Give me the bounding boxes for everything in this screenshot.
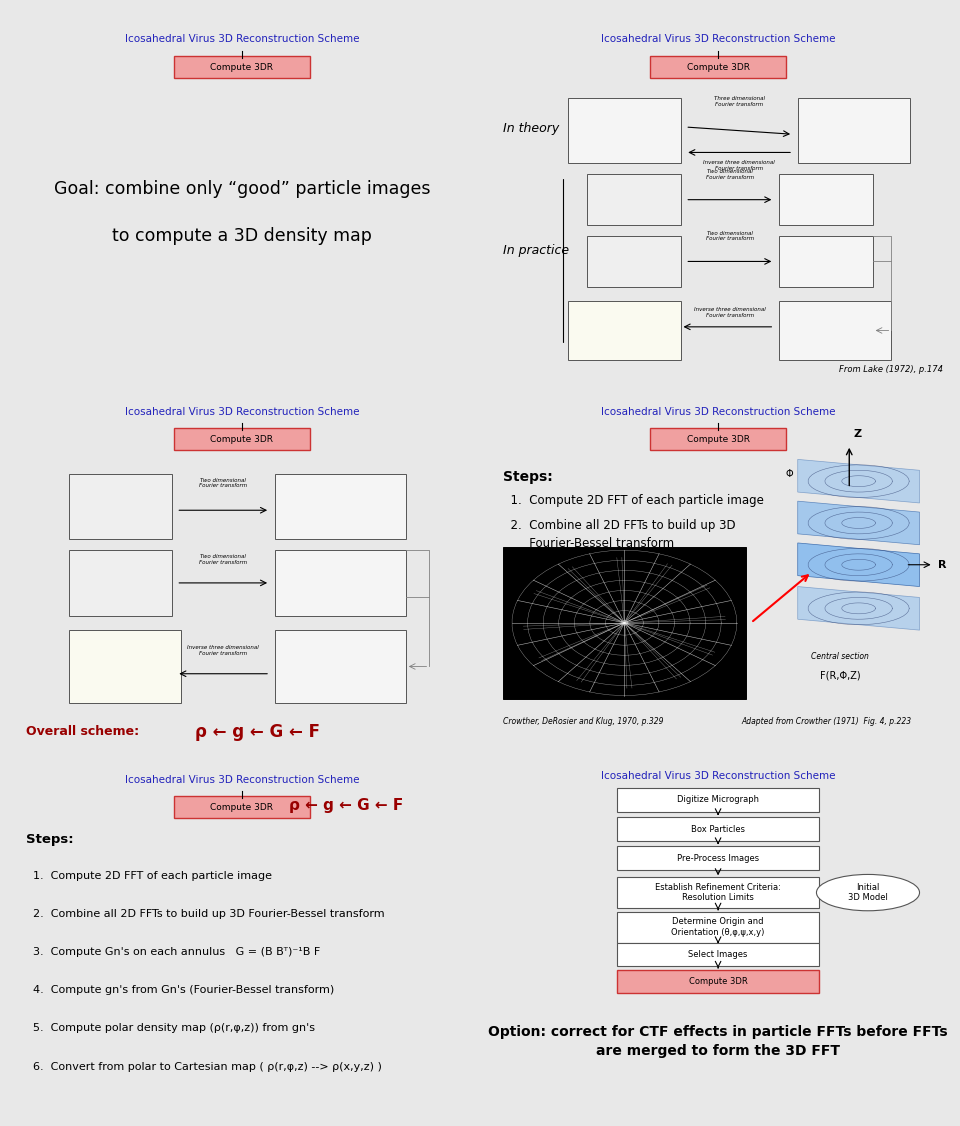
Text: Compute 3DR: Compute 3DR (210, 435, 274, 444)
Text: ρ ← g ← G ← F: ρ ← g ← G ← F (289, 798, 403, 813)
Text: Determine Origin and
Orientation (θ,φ,ψ,x,y): Determine Origin and Orientation (θ,φ,ψ,… (671, 918, 765, 937)
FancyBboxPatch shape (798, 98, 910, 163)
FancyBboxPatch shape (617, 912, 819, 942)
Text: Option: correct for CTF effects in particle FFTs before FFTs
are merged to form : Option: correct for CTF effects in parti… (489, 1026, 948, 1057)
FancyBboxPatch shape (650, 429, 786, 450)
Text: Compute 3DR: Compute 3DR (686, 435, 750, 444)
Text: 3.  Compute Gn's on each annulus   G = (B Bᵀ)⁻¹B F: 3. Compute Gn's on each annulus G = (B B… (27, 947, 321, 957)
Text: R: R (938, 560, 947, 570)
Text: Φ: Φ (785, 468, 793, 479)
FancyBboxPatch shape (174, 56, 310, 78)
Polygon shape (798, 501, 920, 545)
Text: Overall scheme:: Overall scheme: (27, 725, 139, 739)
Text: 6.  Convert from polar to Cartesian map ( ρ(r,φ,z) --> ρ(x,y,z) ): 6. Convert from polar to Cartesian map (… (27, 1062, 382, 1072)
Text: 1.  Compute 2D FFT of each particle image: 1. Compute 2D FFT of each particle image (503, 494, 763, 507)
Text: Inverse three dimensional
Fourier transform: Inverse three dimensional Fourier transf… (187, 645, 259, 655)
Text: Two dimensional
Fourier transform: Two dimensional Fourier transform (199, 554, 248, 565)
Text: Icosahedral Virus 3D Reconstruction Scheme: Icosahedral Virus 3D Reconstruction Sche… (125, 406, 359, 417)
FancyBboxPatch shape (779, 175, 873, 225)
Text: Z: Z (854, 429, 862, 439)
FancyBboxPatch shape (68, 474, 172, 539)
FancyBboxPatch shape (275, 631, 406, 703)
Text: Establish Refinement Criteria:
Resolution Limits: Establish Refinement Criteria: Resolutio… (655, 883, 781, 902)
Text: F(R,Φ,Z): F(R,Φ,Z) (820, 670, 860, 680)
FancyBboxPatch shape (568, 302, 681, 359)
Polygon shape (798, 543, 920, 587)
Text: Compute 3DR: Compute 3DR (210, 803, 274, 812)
FancyBboxPatch shape (779, 302, 892, 359)
Text: Three dimensional
Fourier transform: Three dimensional Fourier transform (713, 96, 765, 107)
Text: Icosahedral Virus 3D Reconstruction Scheme: Icosahedral Virus 3D Reconstruction Sche… (125, 775, 359, 785)
Text: Goal: combine only “good” particle images: Goal: combine only “good” particle image… (54, 180, 430, 198)
FancyBboxPatch shape (617, 877, 819, 908)
Text: Compute 3DR: Compute 3DR (210, 63, 274, 72)
Text: In theory: In theory (503, 123, 559, 135)
FancyBboxPatch shape (174, 796, 310, 819)
Text: 2.  Combine all 2D FFTs to build up 3D Fourier-Bessel transform: 2. Combine all 2D FFTs to build up 3D Fo… (27, 909, 385, 919)
Text: Fourier-Bessel transform: Fourier-Bessel transform (503, 537, 674, 551)
Text: Icosahedral Virus 3D Reconstruction Scheme: Icosahedral Virus 3D Reconstruction Sche… (601, 406, 835, 417)
FancyBboxPatch shape (617, 788, 819, 812)
FancyBboxPatch shape (617, 847, 819, 870)
Text: Compute 3DR: Compute 3DR (688, 977, 748, 986)
FancyBboxPatch shape (275, 474, 406, 539)
Text: Adapted from Crowther (1971)  Fig. 4, p.223: Adapted from Crowther (1971) Fig. 4, p.2… (741, 717, 912, 726)
Text: Steps:: Steps: (503, 471, 552, 484)
Text: Initial
3D Model: Initial 3D Model (848, 883, 888, 902)
Text: 2.  Combine all 2D FFTs to build up 3D: 2. Combine all 2D FFTs to build up 3D (503, 519, 735, 533)
FancyBboxPatch shape (650, 56, 786, 78)
Text: Compute 3DR: Compute 3DR (686, 63, 750, 72)
Text: Two dimensional
Fourier transform: Two dimensional Fourier transform (199, 477, 248, 489)
Text: Crowther, DeRosier and Klug, 1970, p.329: Crowther, DeRosier and Klug, 1970, p.329 (503, 717, 663, 726)
Text: Pre-Process Images: Pre-Process Images (677, 854, 759, 863)
FancyBboxPatch shape (617, 969, 819, 993)
FancyBboxPatch shape (68, 551, 172, 616)
Polygon shape (798, 587, 920, 631)
Text: Two dimensional
Fourier transform: Two dimensional Fourier transform (706, 169, 754, 180)
Text: to compute a 3D density map: to compute a 3D density map (112, 227, 372, 245)
Text: Icosahedral Virus 3D Reconstruction Scheme: Icosahedral Virus 3D Reconstruction Sche… (601, 771, 835, 781)
Text: ρ ← g ← G ← F: ρ ← g ← G ← F (195, 723, 320, 741)
Text: Inverse three dimensional
Fourier transform: Inverse three dimensional Fourier transf… (694, 307, 766, 318)
Text: Digitize Micrograph: Digitize Micrograph (677, 795, 759, 804)
Text: Box Particles: Box Particles (691, 824, 745, 833)
Text: Inverse three dimensional
Fourier transform: Inverse three dimensional Fourier transf… (704, 160, 775, 170)
Text: 1.  Compute 2D FFT of each particle image: 1. Compute 2D FFT of each particle image (27, 870, 273, 881)
Text: Steps:: Steps: (27, 832, 74, 846)
Text: Select Images: Select Images (688, 950, 748, 959)
FancyBboxPatch shape (68, 631, 181, 703)
Text: Icosahedral Virus 3D Reconstruction Scheme: Icosahedral Virus 3D Reconstruction Sche… (601, 35, 835, 44)
Text: In practice: In practice (503, 244, 568, 257)
FancyBboxPatch shape (779, 236, 873, 287)
FancyBboxPatch shape (503, 546, 746, 699)
Text: Central section: Central section (811, 652, 869, 661)
FancyBboxPatch shape (617, 817, 819, 841)
FancyBboxPatch shape (174, 429, 310, 450)
Text: 5.  Compute polar density map (ρ(r,φ,z)) from gn's: 5. Compute polar density map (ρ(r,φ,z)) … (27, 1024, 316, 1034)
Text: 4.  Compute gn's from Gn's (Fourier-Bessel transform): 4. Compute gn's from Gn's (Fourier-Besse… (27, 985, 335, 995)
Text: From Lake (1972), p.174: From Lake (1972), p.174 (839, 365, 943, 374)
Ellipse shape (816, 875, 920, 911)
FancyBboxPatch shape (617, 942, 819, 966)
Text: Icosahedral Virus 3D Reconstruction Scheme: Icosahedral Virus 3D Reconstruction Sche… (125, 35, 359, 44)
FancyBboxPatch shape (587, 236, 681, 287)
FancyBboxPatch shape (587, 175, 681, 225)
Text: Two dimensional
Fourier transform: Two dimensional Fourier transform (706, 231, 754, 241)
Polygon shape (798, 459, 920, 503)
FancyBboxPatch shape (275, 551, 406, 616)
FancyBboxPatch shape (568, 98, 681, 163)
